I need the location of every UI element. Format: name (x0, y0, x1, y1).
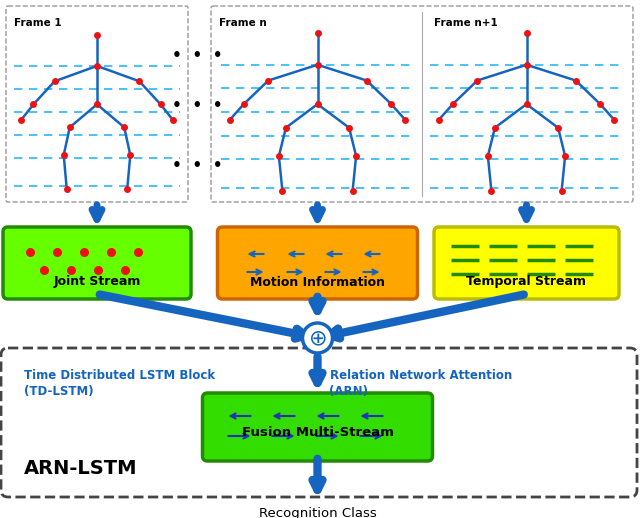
Text: Frame n+1: Frame n+1 (435, 18, 498, 28)
Text: Motion Information: Motion Information (250, 276, 385, 289)
FancyBboxPatch shape (211, 6, 633, 202)
Text: $\oplus$: $\oplus$ (308, 329, 327, 349)
FancyBboxPatch shape (218, 227, 417, 299)
FancyBboxPatch shape (202, 393, 433, 461)
Text: (TD-LSTM): (TD-LSTM) (24, 385, 93, 398)
Text: Recognition Class: Recognition Class (259, 507, 376, 518)
FancyBboxPatch shape (434, 227, 619, 299)
FancyBboxPatch shape (3, 227, 191, 299)
Text: Relation Network Attention: Relation Network Attention (330, 369, 512, 382)
Text: Temporal Stream: Temporal Stream (467, 276, 586, 289)
Text: •  •  •: • • • (172, 48, 222, 63)
Text: ARN-LSTM: ARN-LSTM (24, 459, 138, 478)
Text: Time Distributed LSTM Block: Time Distributed LSTM Block (24, 369, 215, 382)
FancyBboxPatch shape (6, 6, 188, 202)
Text: (ARN): (ARN) (330, 385, 369, 398)
Text: Frame 1: Frame 1 (14, 18, 61, 28)
Text: •  •  •: • • • (172, 157, 222, 172)
Text: Frame n: Frame n (219, 18, 267, 28)
Text: •  •  •: • • • (172, 97, 222, 112)
Circle shape (303, 323, 333, 353)
FancyBboxPatch shape (1, 348, 637, 497)
Text: Joint Stream: Joint Stream (53, 276, 141, 289)
Text: Fusion Multi-Stream: Fusion Multi-Stream (241, 426, 394, 439)
